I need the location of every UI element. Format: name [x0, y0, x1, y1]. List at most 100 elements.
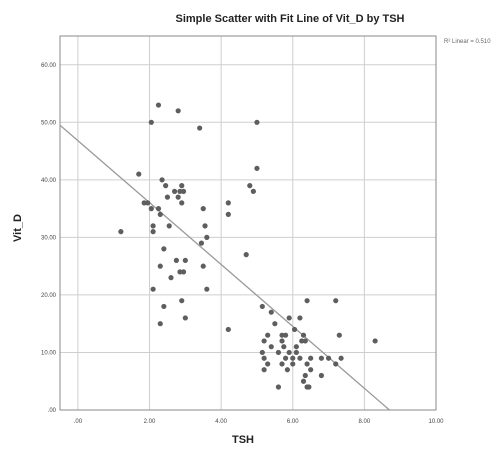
y-tick-label: 40.00 — [41, 178, 57, 184]
data-point — [308, 355, 314, 361]
y-tick-label: 60.00 — [41, 63, 57, 69]
x-tick-label: 8.00 — [359, 419, 371, 425]
x-tick-label: 2.00 — [144, 419, 156, 425]
data-point — [204, 286, 210, 292]
data-point — [159, 177, 165, 183]
data-point — [197, 125, 203, 131]
data-point — [155, 102, 162, 108]
data-point — [302, 372, 308, 379]
data-point — [225, 211, 231, 217]
data-point — [338, 355, 344, 361]
data-point — [265, 361, 271, 367]
data-point — [177, 269, 183, 275]
x-tick-label: 6.00 — [287, 419, 299, 425]
data-point — [286, 349, 292, 356]
data-point — [318, 372, 325, 379]
data-point — [261, 355, 267, 361]
data-point — [150, 229, 156, 235]
data-points — [118, 102, 378, 390]
y-tick-label: .00 — [48, 408, 57, 414]
data-point — [265, 332, 271, 338]
data-point — [300, 378, 307, 384]
data-point — [325, 355, 332, 361]
data-point — [157, 263, 163, 269]
data-point — [333, 298, 339, 304]
x-tick-labels: .00 2.00 4.00 6.00 8.00 10.00 — [74, 419, 444, 425]
data-point — [198, 240, 205, 246]
data-point — [254, 165, 260, 171]
data-point — [157, 211, 163, 217]
data-point — [225, 326, 231, 333]
data-point — [166, 223, 172, 229]
data-point — [157, 321, 163, 327]
data-point — [155, 206, 162, 212]
data-point — [297, 355, 303, 361]
data-point — [204, 234, 210, 240]
data-point — [247, 183, 253, 189]
data-point — [179, 200, 185, 206]
data-point — [202, 223, 208, 229]
x-tick-label: .00 — [74, 419, 83, 425]
x-axis-label: TSH — [232, 434, 254, 446]
data-point — [200, 263, 206, 269]
plot-frame — [59, 35, 437, 411]
data-point — [259, 303, 265, 310]
x-tick-label: 4.00 — [215, 419, 227, 425]
data-point — [290, 361, 296, 367]
y-tick-label: 20.00 — [41, 293, 57, 299]
data-point — [306, 384, 312, 390]
data-point — [179, 298, 185, 304]
data-point — [275, 349, 282, 356]
y-axis-label: Vit_D — [12, 214, 24, 242]
data-point — [179, 183, 185, 189]
data-point — [141, 200, 147, 206]
data-point — [283, 332, 289, 338]
data-point — [177, 188, 183, 194]
data-point — [168, 275, 174, 281]
data-point — [145, 200, 151, 206]
data-point — [268, 309, 274, 315]
data-point — [225, 200, 231, 206]
data-point — [180, 188, 187, 194]
data-point — [161, 246, 167, 252]
grid-lines — [60, 36, 437, 410]
chart-title: Simple Scatter with Fit Line of Vit_D by… — [176, 13, 405, 25]
data-point — [372, 338, 378, 344]
data-point — [318, 355, 325, 361]
data-point — [261, 367, 267, 373]
data-point — [286, 315, 292, 321]
data-point — [290, 355, 296, 361]
y-tick-label: 30.00 — [41, 235, 57, 241]
data-point — [304, 361, 310, 367]
data-point — [259, 349, 265, 356]
data-point — [336, 332, 342, 338]
data-point — [283, 355, 289, 361]
data-point — [148, 206, 154, 212]
data-point — [300, 332, 307, 338]
data-point — [150, 223, 156, 229]
data-point — [148, 119, 154, 125]
data-point — [293, 349, 299, 356]
data-point — [200, 206, 206, 212]
data-point — [284, 367, 290, 373]
data-point — [254, 119, 260, 125]
data-point — [308, 367, 314, 373]
data-point — [291, 326, 298, 333]
y-tick-label: 10.00 — [41, 350, 57, 356]
data-point — [268, 344, 274, 350]
data-point — [243, 252, 249, 258]
data-point — [164, 194, 171, 200]
data-point — [261, 338, 267, 344]
data-point — [333, 361, 339, 367]
data-point — [182, 257, 188, 263]
data-point — [171, 188, 178, 194]
data-point — [161, 303, 167, 310]
data-point — [272, 321, 278, 327]
fit-line-group — [59, 124, 390, 411]
fit-line-r2-label: R² Linear = 0.510 — [444, 39, 491, 45]
data-point — [293, 344, 299, 350]
data-point — [304, 298, 310, 304]
data-point — [163, 183, 169, 189]
data-point — [118, 229, 124, 235]
